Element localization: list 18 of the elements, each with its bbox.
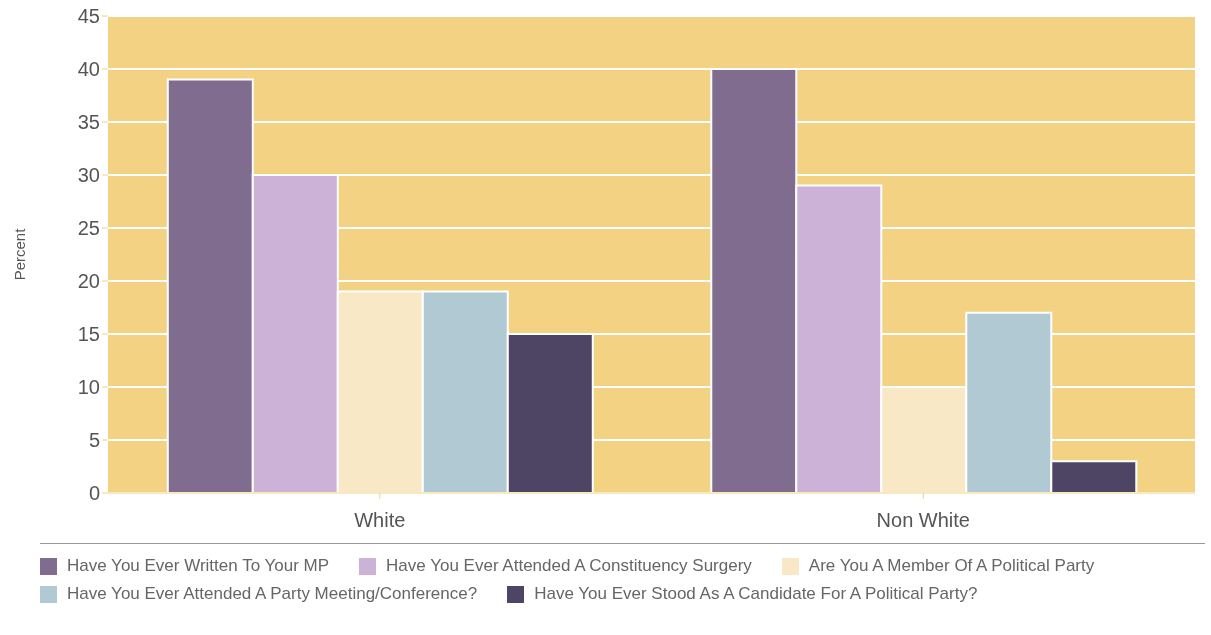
legend-label: Have You Ever Attended A Constituency Surgery (386, 556, 752, 576)
y-tick-label: 0 (88, 482, 100, 505)
y-tick-label: 35 (77, 111, 100, 134)
x-tick-label: White (354, 509, 406, 532)
y-tick-label: 10 (77, 376, 100, 399)
y-tick-label: 25 (77, 217, 100, 240)
legend-label: Are You A Member Of A Political Party (808, 556, 1095, 576)
y-axis-title: Percent (11, 227, 29, 281)
y-tick-label: 40 (77, 58, 100, 81)
y-tick-label: 30 (77, 164, 100, 187)
legend-label: Have You Ever Written To Your MP (67, 556, 330, 576)
y-tick-label: 45 (77, 5, 100, 28)
legend-label: Have You Ever Attended A Party Meeting/Conference? (67, 584, 478, 604)
x-tick-label: Non White (876, 509, 970, 532)
y-tick-label: 5 (88, 429, 100, 452)
y-tick-label: 15 (77, 323, 100, 346)
y-tick-label: 20 (77, 270, 100, 293)
legend-label: Have You Ever Stood As A Candidate For A Political Party? (534, 584, 978, 604)
